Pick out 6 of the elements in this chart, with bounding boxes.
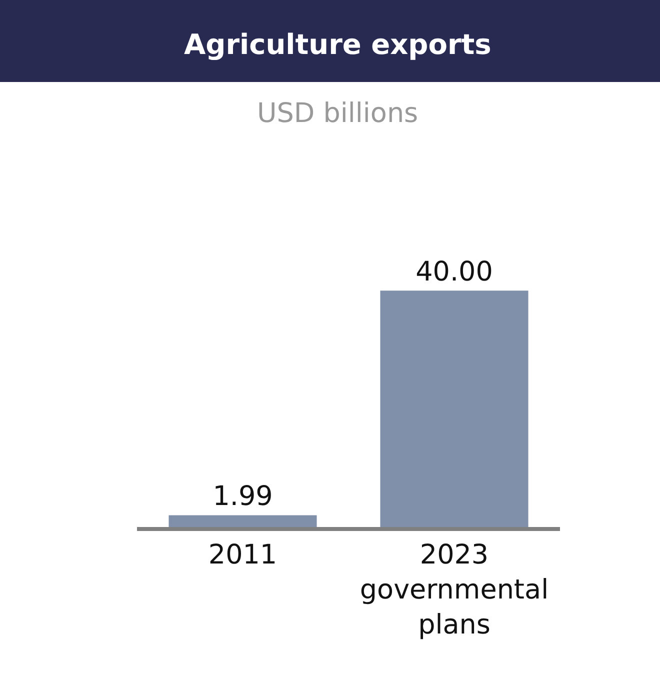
data-label: 40.00 — [416, 256, 493, 288]
data-label: 1.99 — [212, 481, 273, 512]
chart-subtitle: USD billions — [257, 98, 418, 129]
x-tick-label: 2023 governmental plans — [360, 539, 549, 641]
chart-title: Agriculture exports — [184, 28, 492, 61]
x-tick-label: 2011 — [208, 539, 278, 570]
